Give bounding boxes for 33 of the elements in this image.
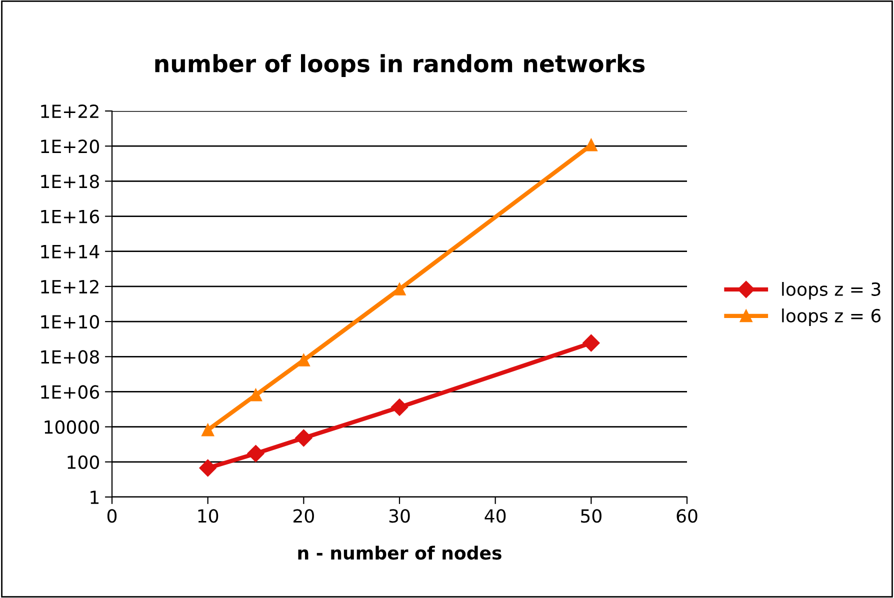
point bbox=[250, 388, 262, 402]
y-tick-label: 10000 bbox=[44, 420, 99, 434]
x-axis-title: n - number of nodes bbox=[298, 546, 502, 560]
y-tick-label: 1E+20 bbox=[41, 140, 99, 154]
x-tick-label: 50 bbox=[581, 509, 602, 523]
x-tick-label: 20 bbox=[294, 509, 314, 523]
point bbox=[584, 138, 598, 152]
point bbox=[390, 398, 408, 416]
point bbox=[393, 282, 406, 296]
y-tick-label: 1E+18 bbox=[41, 174, 99, 188]
y-tick-label: 1E+22 bbox=[41, 104, 98, 118]
legend-label: loops z = 6 bbox=[782, 308, 881, 326]
x-tick-label: 0 bbox=[107, 509, 117, 523]
y-tick-label: 1 bbox=[90, 490, 99, 504]
y-tick-label: 1E+10 bbox=[41, 315, 99, 329]
x-tick-label: 40 bbox=[484, 509, 506, 523]
point bbox=[202, 424, 214, 436]
chart-title: number of loops in random networks bbox=[155, 54, 645, 78]
y-tick-label: 1E+06 bbox=[41, 385, 100, 399]
x-tick-label: 30 bbox=[389, 509, 410, 523]
y-tick-label: 1E+12 bbox=[41, 280, 98, 294]
y-tick-label: 100 bbox=[68, 455, 99, 470]
point bbox=[295, 429, 312, 447]
point bbox=[582, 334, 600, 352]
y-tick-label: 1E+16 bbox=[41, 210, 100, 224]
point bbox=[247, 444, 264, 462]
point bbox=[199, 459, 216, 477]
x-tick-label: 10 bbox=[198, 509, 218, 523]
point bbox=[297, 354, 310, 366]
y-tick-label: 1E+14 bbox=[41, 245, 100, 258]
legend-label: loops z = 3 bbox=[782, 282, 880, 300]
y-tick-label: 1E+08 bbox=[41, 350, 99, 364]
x-tick-label: 60 bbox=[676, 509, 698, 523]
